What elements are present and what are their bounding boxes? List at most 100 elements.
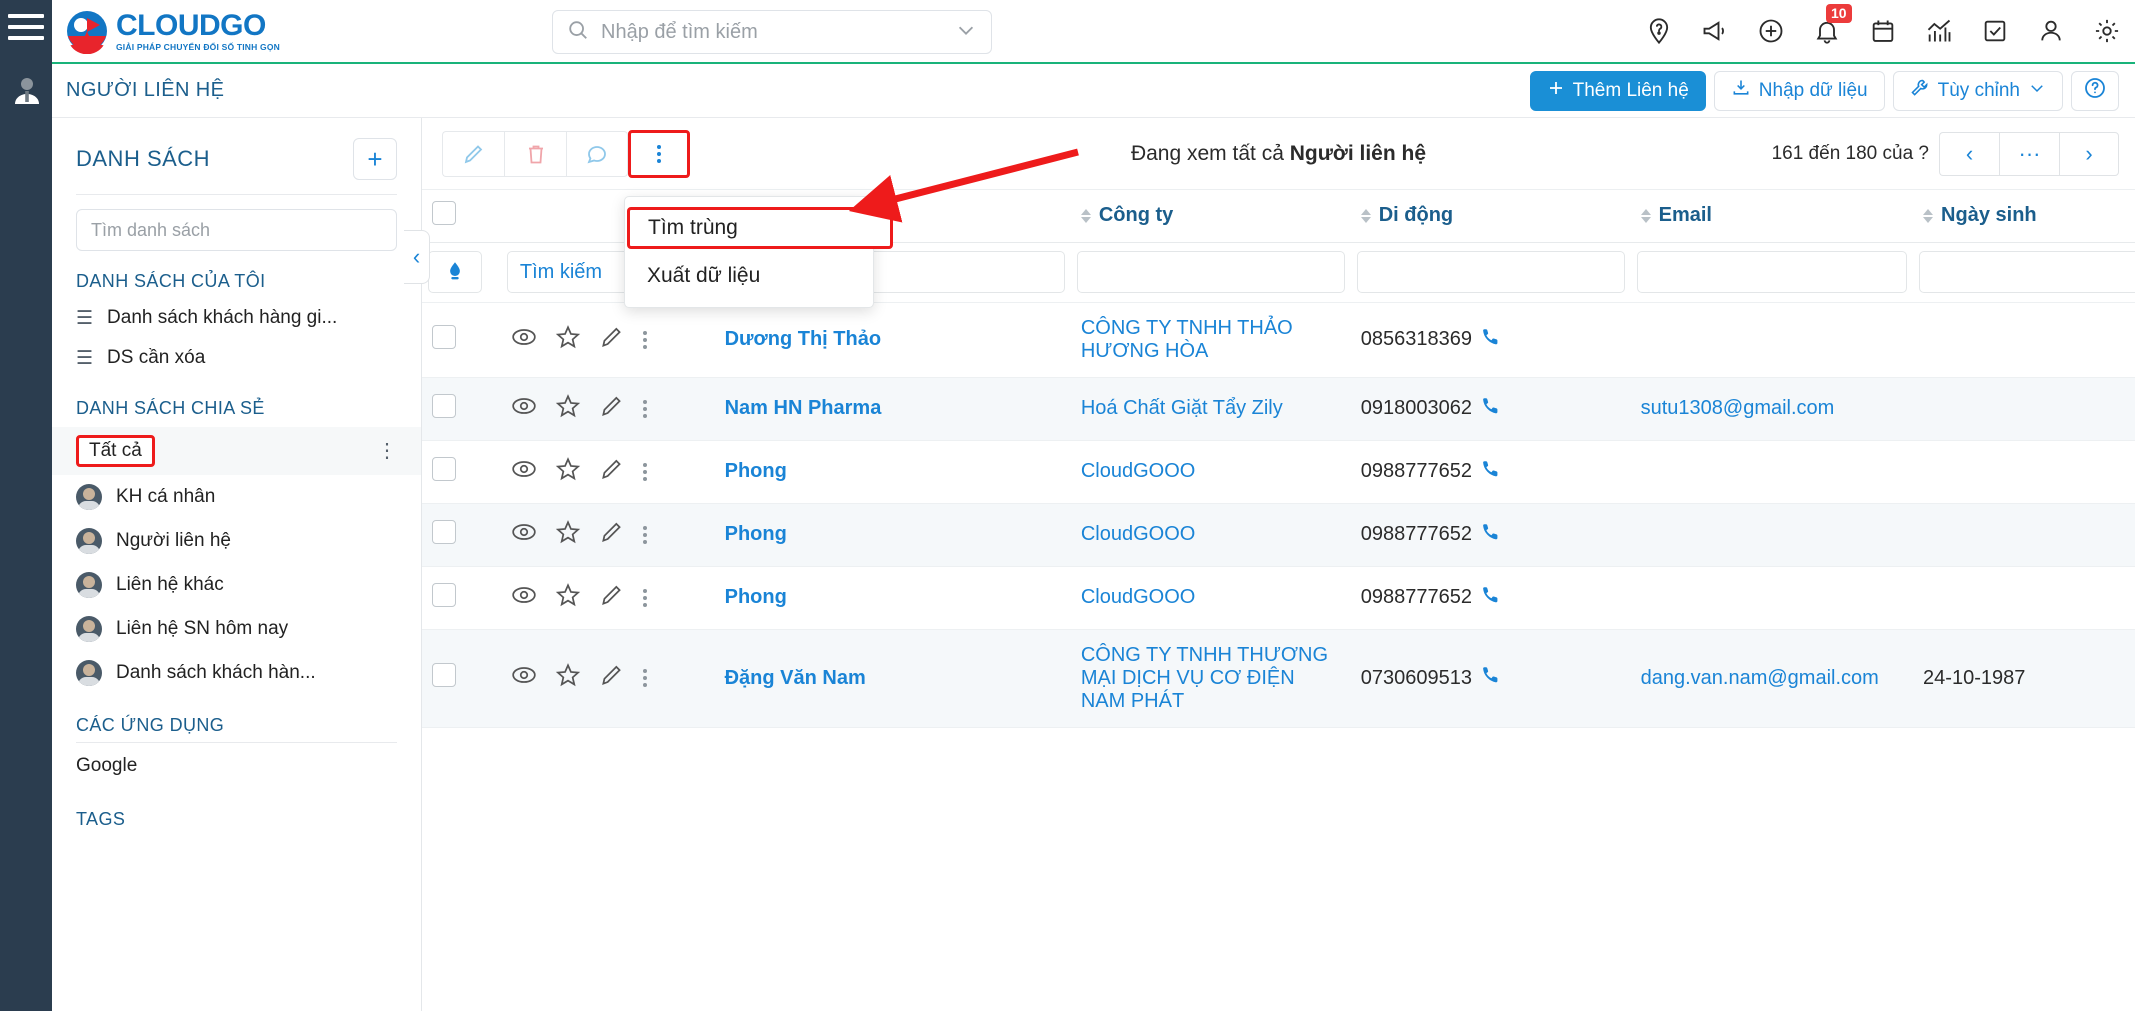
filter-email-input[interactable]: [1636, 251, 1908, 293]
edit-icon[interactable]: [599, 324, 625, 356]
column-header-mobile[interactable]: Di động: [1350, 190, 1631, 243]
cell-company[interactable]: CÔNG TY TNHH THẢO HƯƠNG HÒA: [1070, 302, 1351, 378]
view-icon[interactable]: [511, 393, 537, 425]
favorite-star-icon[interactable]: [555, 662, 581, 694]
phone-icon[interactable]: [1480, 458, 1502, 486]
favorite-star-icon[interactable]: [555, 582, 581, 614]
column-header-email[interactable]: Email: [1630, 190, 1914, 243]
row-checkbox[interactable]: [432, 663, 456, 687]
cell-company[interactable]: CÔNG TY TNHH THƯƠNG MẠI DỊCH VỤ CƠ ĐIỆN …: [1070, 629, 1351, 728]
calendar-icon[interactable]: [1869, 17, 1897, 45]
sidebar-item-all[interactable]: Tất cả ⋮: [52, 427, 421, 475]
row-kebab-icon[interactable]: [642, 525, 647, 544]
location-pin-help-icon[interactable]: [1645, 17, 1673, 45]
customize-button[interactable]: Tùy chỉnh: [1892, 71, 2063, 111]
menu-item-find-duplicates[interactable]: Tìm trùng: [627, 207, 893, 249]
column-header-dob[interactable]: Ngày sinh: [1913, 190, 2135, 243]
user-icon[interactable]: [2037, 17, 2065, 45]
filter-company-cell[interactable]: [1070, 242, 1351, 303]
favorite-star-icon[interactable]: [555, 393, 581, 425]
edit-icon[interactable]: [599, 393, 625, 425]
chevron-down-icon[interactable]: [955, 19, 977, 46]
more-actions-button[interactable]: [628, 129, 690, 178]
filter-company-input[interactable]: [1076, 251, 1345, 293]
cell-name[interactable]: Đặng Văn Nam: [714, 629, 1071, 728]
favorite-star-icon[interactable]: [555, 324, 581, 356]
view-icon[interactable]: [511, 582, 537, 614]
cell-company[interactable]: CloudGOOO: [1070, 503, 1351, 567]
row-checkbox[interactable]: [432, 456, 456, 481]
filter-mobile-input[interactable]: [1356, 251, 1625, 293]
sidebar-item-google[interactable]: Google: [76, 755, 138, 776]
row-kebab-icon[interactable]: [642, 669, 647, 687]
filter-dob-cell[interactable]: [1913, 242, 2135, 303]
cell-company[interactable]: Hoá Chất Giặt Tẩy Zily: [1070, 377, 1351, 441]
sidebar-item-shared-3[interactable]: Liên hệ SN hôm nay: [52, 607, 421, 651]
view-icon[interactable]: [511, 662, 537, 694]
prev-page-button[interactable]: ‹: [1939, 131, 1999, 176]
cell-email[interactable]: dang.van.nam@gmail.com: [1630, 629, 1914, 728]
gear-icon[interactable]: [2093, 17, 2121, 45]
bell-icon[interactable]: 10: [1813, 4, 1852, 45]
add-contact-button[interactable]: Thêm Liên hệ: [1529, 71, 1706, 111]
user-avatar-icon[interactable]: [12, 75, 42, 105]
filter-email-cell[interactable]: [1630, 242, 1914, 303]
next-page-button[interactable]: ›: [2059, 131, 2119, 176]
row-checkbox[interactable]: [432, 519, 456, 544]
row-checkbox[interactable]: [432, 324, 456, 349]
menu-item-export-data[interactable]: Xuất dữ liệu: [647, 264, 761, 287]
list-options-kebab-icon[interactable]: ⋮: [377, 440, 397, 462]
clear-filters-button[interactable]: [428, 251, 482, 293]
sidebar-item-my-list-1[interactable]: ☰ DS cần xóa: [52, 338, 421, 378]
cell-email[interactable]: [1630, 302, 1914, 378]
help-button[interactable]: [2071, 71, 2119, 111]
row-checkbox[interactable]: [432, 582, 456, 607]
view-icon[interactable]: [511, 324, 537, 356]
filter-mobile-cell[interactable]: [1350, 242, 1631, 303]
cell-name[interactable]: Phong: [714, 566, 1071, 630]
table-row[interactable]: Phong CloudGOOO 0988777652 google_sheet: [422, 566, 2135, 630]
search-input[interactable]: [601, 20, 943, 44]
edit-icon[interactable]: [599, 582, 625, 614]
select-all-checkbox[interactable]: [432, 200, 456, 225]
view-icon[interactable]: [511, 456, 537, 488]
phone-icon[interactable]: [1480, 521, 1502, 549]
add-list-button[interactable]: +: [353, 138, 397, 180]
view-icon[interactable]: [511, 519, 537, 551]
row-kebab-icon[interactable]: [642, 588, 647, 607]
edit-icon[interactable]: [599, 519, 625, 551]
cell-email[interactable]: [1630, 440, 1914, 504]
row-kebab-icon[interactable]: [642, 399, 647, 418]
list-search[interactable]: [76, 209, 397, 251]
table-row[interactable]: Phong CloudGOOO 0988777652 google_sheet: [422, 440, 2135, 504]
edit-icon[interactable]: [599, 662, 625, 694]
sidebar-item-shared-4[interactable]: Danh sách khách hàn...: [52, 651, 421, 695]
list-search-input[interactable]: [91, 219, 382, 241]
table-row[interactable]: Nam HN Pharma Hoá Chất Giặt Tẩy Zily 091…: [422, 377, 2135, 441]
row-checkbox[interactable]: [432, 393, 456, 418]
favorite-star-icon[interactable]: [555, 519, 581, 551]
cell-email[interactable]: [1630, 566, 1914, 630]
row-kebab-icon[interactable]: [642, 330, 647, 349]
cell-name[interactable]: Nam HN Pharma: [714, 377, 1071, 441]
cell-email[interactable]: [1630, 503, 1914, 567]
row-kebab-icon[interactable]: [642, 462, 647, 481]
global-search[interactable]: [552, 10, 992, 54]
comment-button[interactable]: [566, 130, 628, 177]
app-logo[interactable]: CLOUDGO GIẢI PHÁP CHUYỂN ĐỔI SỐ TINH GỌN: [64, 8, 280, 55]
phone-icon[interactable]: [1480, 664, 1502, 692]
sidebar-item-shared-1[interactable]: Người liên hệ: [52, 519, 421, 563]
sidebar-item-my-list-0[interactable]: ☰ Danh sách khách hàng gi...: [52, 298, 421, 338]
collapse-sidebar-button[interactable]: ‹: [404, 230, 430, 284]
column-header-company[interactable]: Công ty: [1070, 190, 1351, 243]
cell-name[interactable]: Dương Thị Thảo: [714, 302, 1071, 378]
table-row[interactable]: Đặng Văn Nam CÔNG TY TNHH THƯƠNG MẠI DỊC…: [422, 629, 2135, 728]
analytics-chart-icon[interactable]: [1925, 17, 1953, 45]
sidebar-item-shared-0[interactable]: KH cá nhân: [52, 475, 421, 519]
cell-company[interactable]: CloudGOOO: [1070, 566, 1351, 630]
filter-dob-input[interactable]: [1919, 251, 2135, 293]
delete-record-button[interactable]: [504, 130, 566, 177]
favorite-star-icon[interactable]: [555, 456, 581, 488]
page-options-button[interactable]: ···: [1999, 131, 2059, 176]
phone-icon[interactable]: [1480, 584, 1502, 612]
